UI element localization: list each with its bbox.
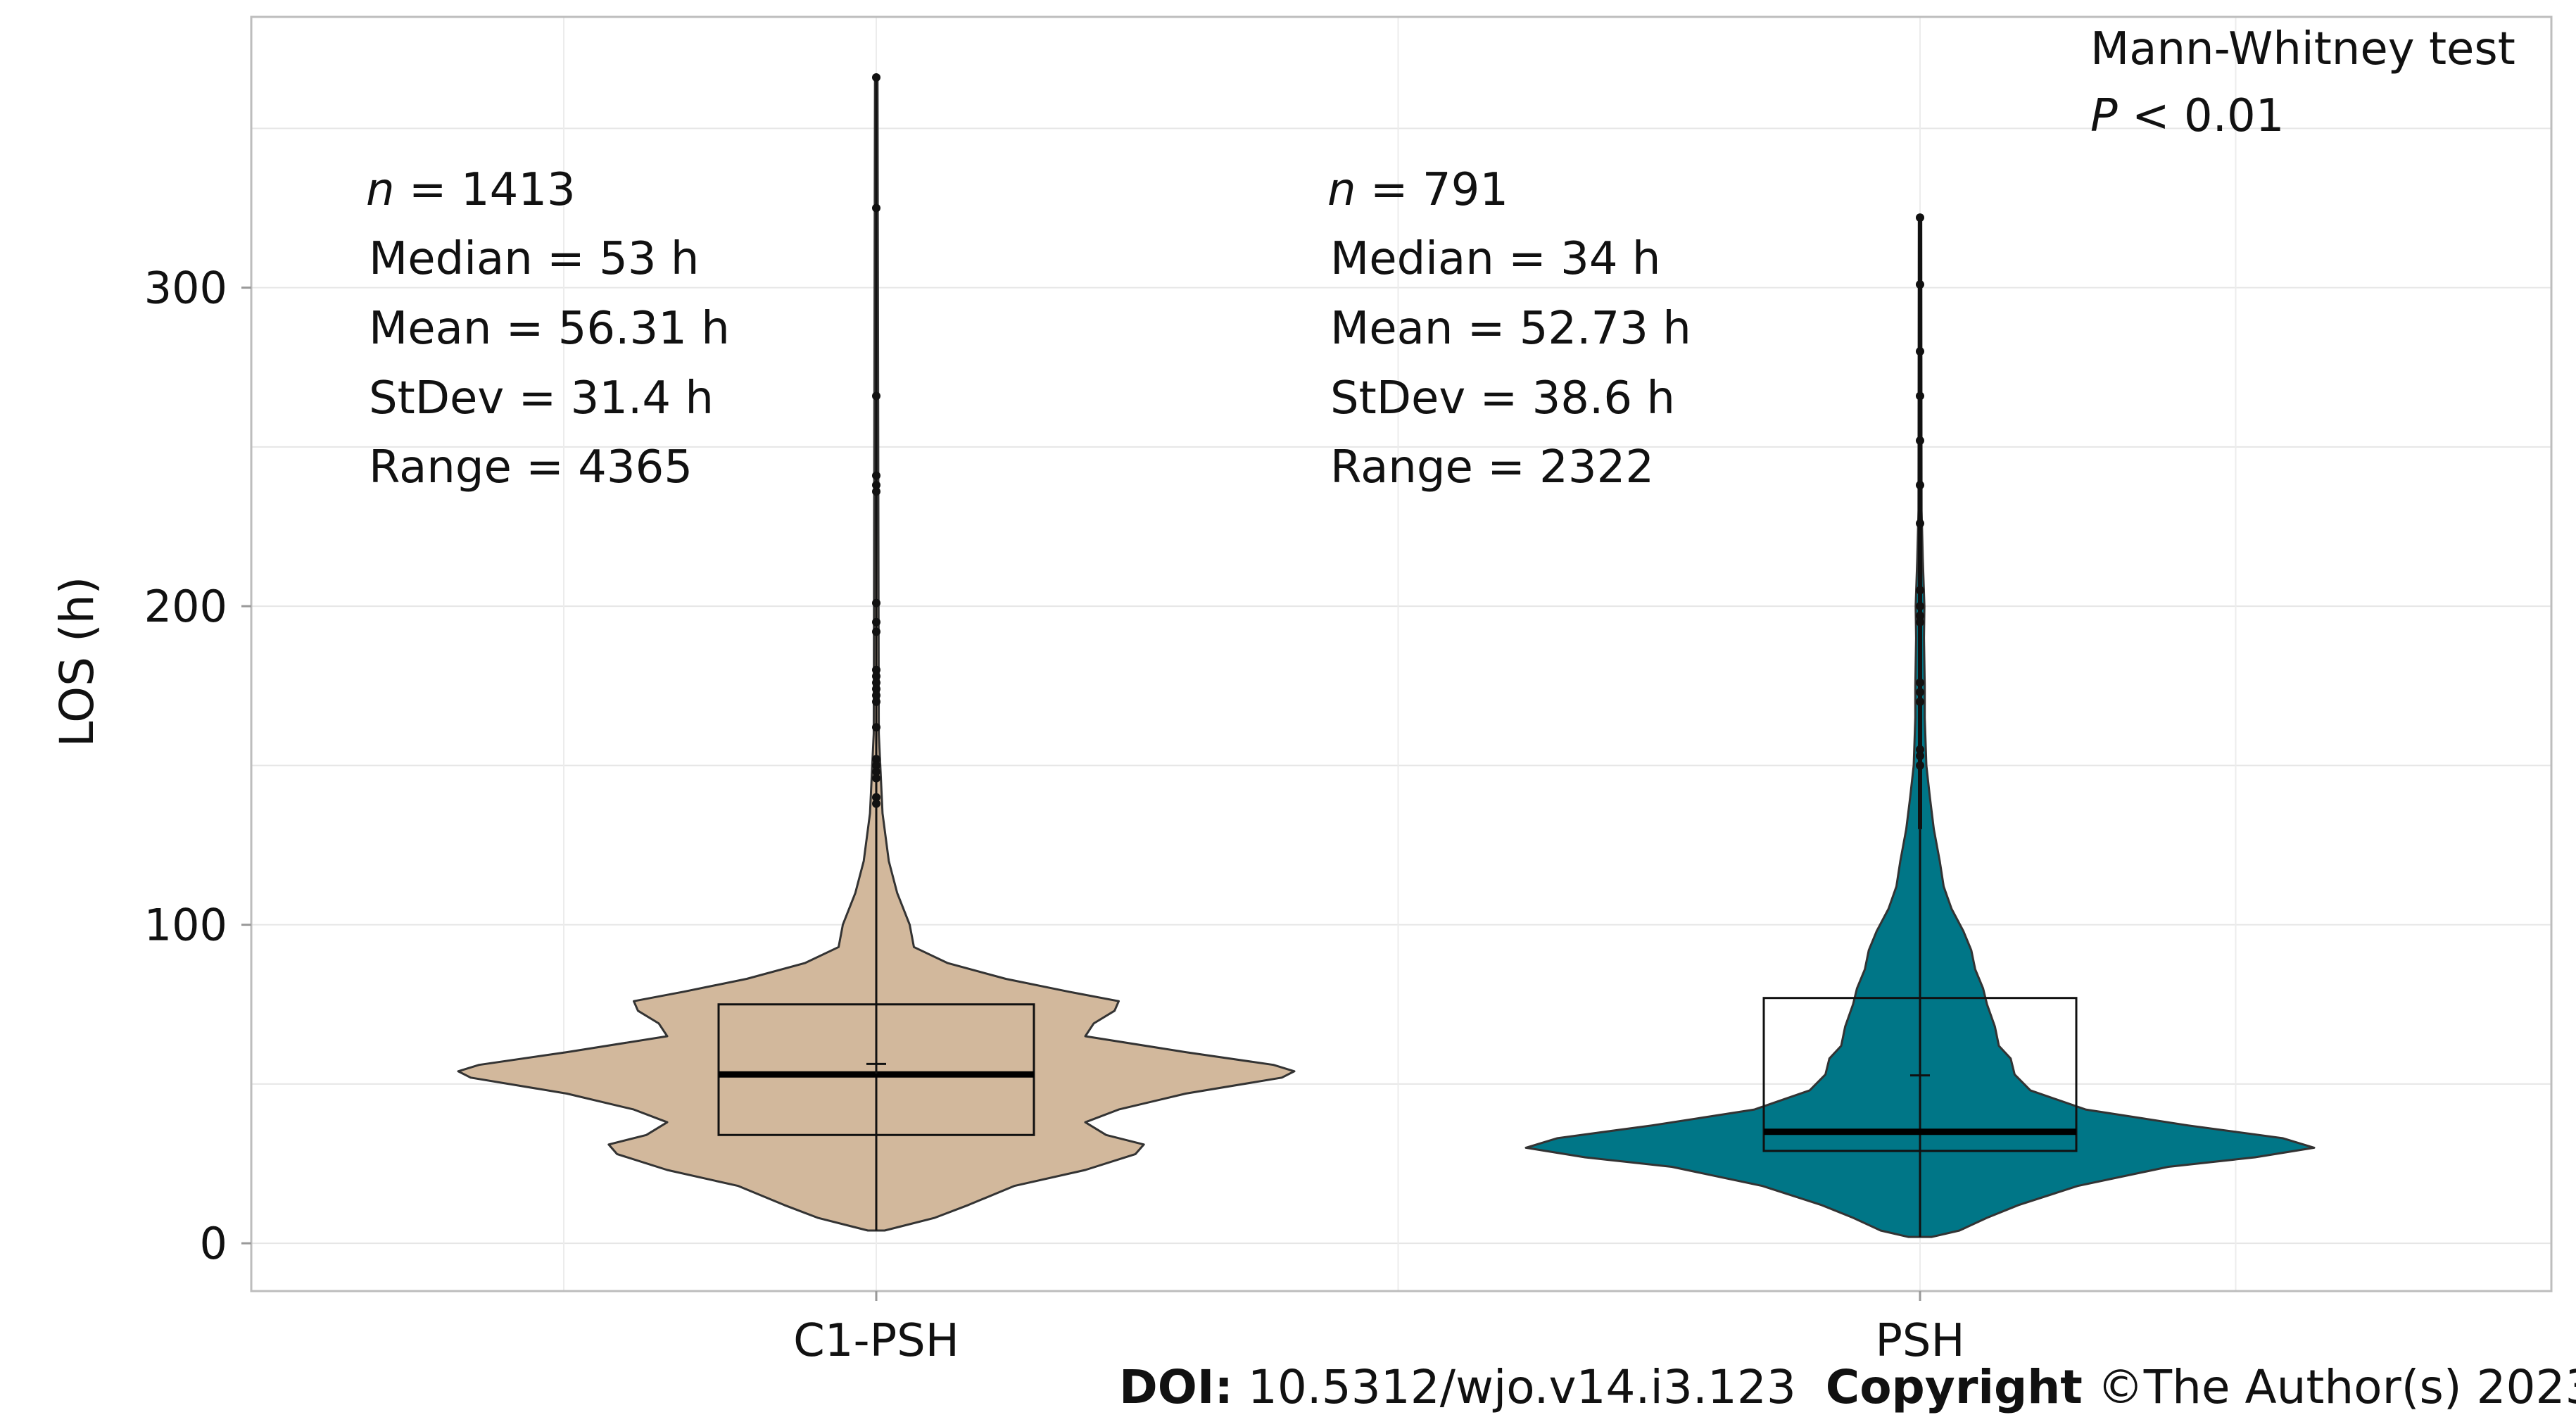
outlier-point <box>872 598 880 608</box>
outlier-point <box>872 761 880 770</box>
outlier-point <box>872 481 880 490</box>
c1-psh-n-value: = 1413 <box>408 164 576 216</box>
p-label: P <box>2090 90 2118 142</box>
psh-stdev: StDev = 38.6 h <box>1330 372 1675 424</box>
outlier-point <box>1916 751 1924 760</box>
copyright-value: ©The Author(s) 2023. <box>2097 1360 2576 1414</box>
doi-label: DOI: <box>1119 1360 1233 1414</box>
psh-n-label: n <box>1327 164 1356 216</box>
outlier-point <box>872 471 880 480</box>
outlier-point <box>1916 745 1924 754</box>
outlier-points <box>872 73 1924 829</box>
y-tick-label: 100 <box>144 900 227 951</box>
c1-psh-stdev: StDev = 31.4 h <box>369 372 714 424</box>
plot-frame <box>250 15 2553 1292</box>
psh-n: n = 791 <box>1327 168 1508 213</box>
outlier-point <box>872 697 880 706</box>
x-tick-label: C1-PSH <box>793 1315 959 1367</box>
outlier-point <box>872 617 880 627</box>
p-value: P < 0.01 <box>2090 94 2284 139</box>
outlier-point <box>872 672 880 681</box>
x-tick-label: PSH <box>1875 1315 1964 1367</box>
c1-psh-median: Median = 53 h <box>369 233 700 285</box>
c1-psh-range: Range = 4365 <box>369 441 693 493</box>
outlier-point <box>1916 761 1924 770</box>
outlier-point <box>1916 602 1924 611</box>
outlier-point <box>1916 611 1924 620</box>
outlier-point <box>872 755 880 764</box>
outlier-point <box>1916 347 1924 356</box>
psh-range: Range = 2322 <box>1330 441 1655 493</box>
outlier-point <box>1916 436 1924 445</box>
outlier-point <box>1916 697 1924 706</box>
outlier-point <box>872 723 880 732</box>
outlier-point <box>872 678 880 687</box>
y-axis-ticks: 0 100 200 300 <box>144 263 251 1269</box>
outlier-point <box>872 665 880 674</box>
doi-value: 10.5312/wjo.v14.i3.123 <box>1247 1360 1796 1414</box>
outlier-point <box>872 487 880 496</box>
y-tick-label: 200 <box>144 581 227 632</box>
outlier-point <box>872 684 880 693</box>
boxplots <box>717 77 2078 1238</box>
y-axis-label: LOS (h) <box>50 577 104 748</box>
outlier-point <box>1916 481 1924 490</box>
outlier-point <box>1916 688 1924 697</box>
outlier-point <box>1916 280 1924 289</box>
c1-psh-n: n = 1413 <box>366 168 576 213</box>
c1-psh-n-label: n <box>366 164 395 216</box>
outlier-point <box>872 799 880 808</box>
psh-median: Median = 34 h <box>1330 233 1661 285</box>
outlier-point <box>872 793 880 802</box>
test-name: Mann-Whitney test <box>2090 23 2515 75</box>
outlier-point <box>872 391 880 401</box>
outlier-point <box>1916 213 1924 222</box>
outlier-point <box>872 203 880 213</box>
x-axis-ticks: C1-PSH PSH <box>793 1291 1965 1367</box>
outlier-point <box>1916 678 1924 687</box>
outlier-point <box>1916 617 1924 627</box>
c1-psh-mean: Mean = 56.31 h <box>369 303 730 355</box>
p-value-text: < 0.01 <box>2131 90 2285 142</box>
outlier-point <box>1916 519 1924 528</box>
outlier-point <box>1916 391 1924 401</box>
psh-mean: Mean = 52.73 h <box>1330 303 1691 355</box>
outlier-point <box>872 73 880 82</box>
outlier-point <box>872 767 880 776</box>
doi-footer: DOI: 10.5312/wjo.v14.i3.123 Copyright ©T… <box>1119 1364 2576 1411</box>
outlier-point <box>872 691 880 700</box>
y-tick-label: 0 <box>200 1218 227 1269</box>
outlier-point <box>1916 586 1924 595</box>
copyright-label: Copyright <box>1825 1360 2083 1414</box>
outlier-point <box>872 774 880 783</box>
psh-n-value: = 791 <box>1370 164 1509 216</box>
y-tick-label: 300 <box>144 263 227 314</box>
outlier-point <box>872 627 880 636</box>
